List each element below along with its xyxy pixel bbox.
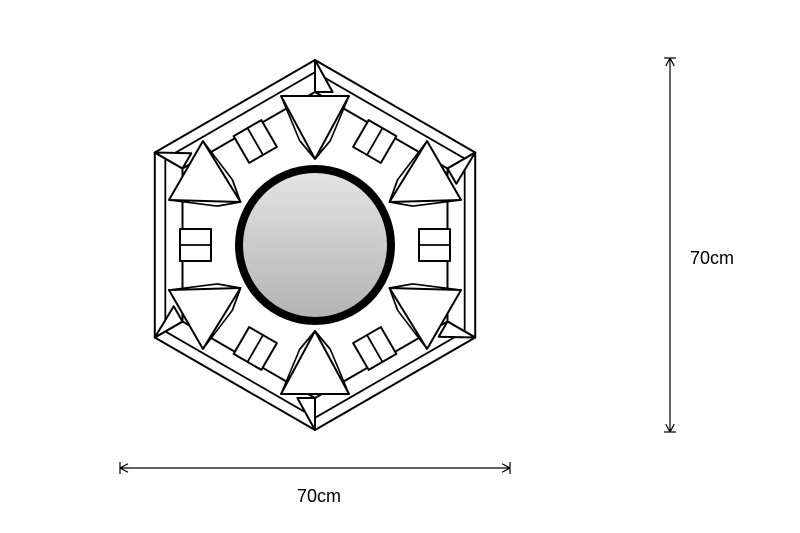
diagram-svg (0, 0, 800, 533)
width-dimension-label: 70cm (297, 486, 341, 507)
height-dimension-label: 70cm (690, 248, 734, 269)
diagram-stage: 70cm 70cm (0, 0, 800, 533)
geometric-mirror (155, 60, 475, 430)
